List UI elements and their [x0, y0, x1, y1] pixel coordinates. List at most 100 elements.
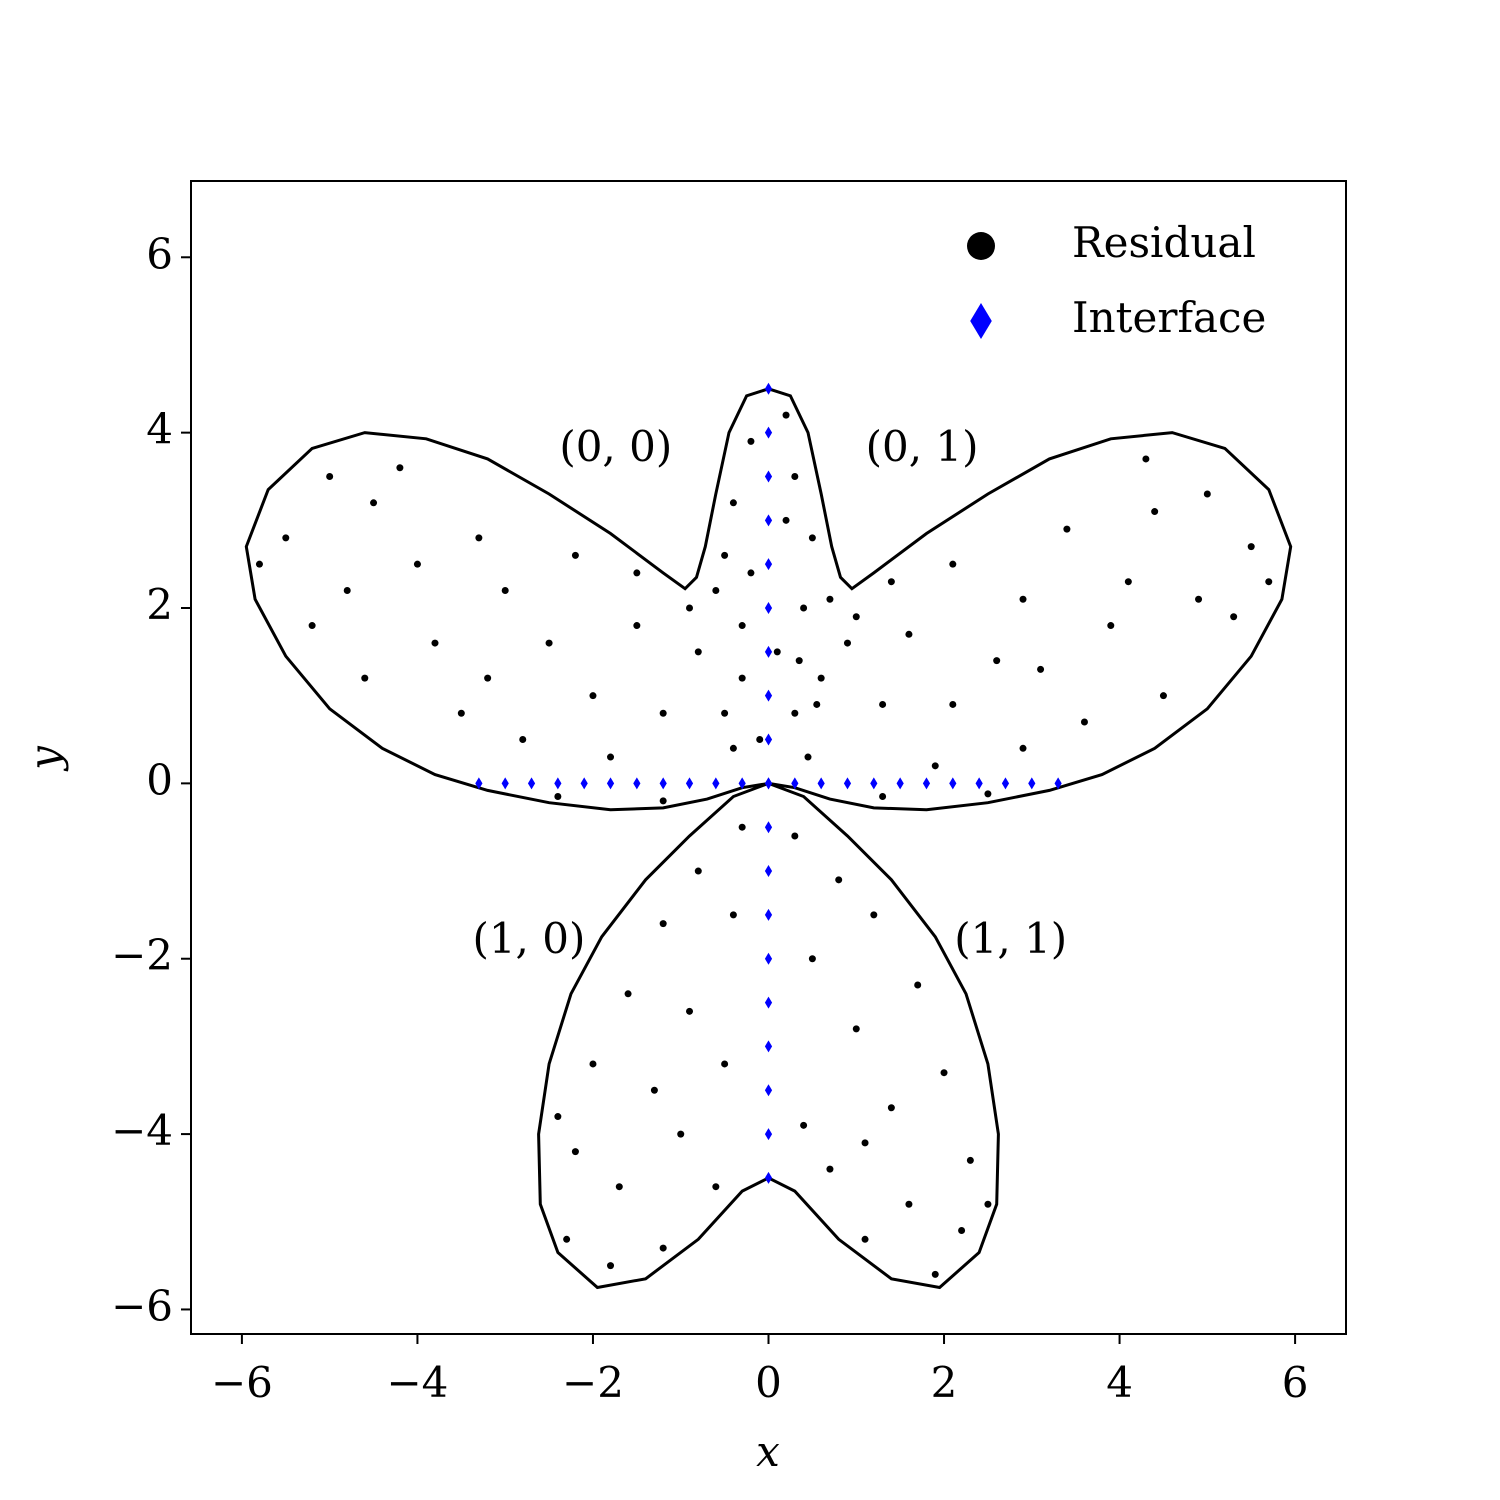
data-point — [712, 586, 720, 594]
data-point — [501, 586, 509, 594]
data-point — [431, 639, 439, 647]
legend-marker — [967, 232, 995, 260]
x-tick-label: −4 — [386, 1358, 448, 1407]
data-point — [677, 1130, 685, 1138]
data-point — [764, 382, 773, 395]
legend-label: Residual — [1072, 218, 1256, 267]
data-point — [343, 586, 351, 594]
data-point — [1230, 613, 1238, 621]
data-point — [729, 911, 737, 919]
data-point — [764, 1084, 773, 1097]
data-point — [800, 1121, 808, 1129]
data-point — [782, 516, 790, 524]
data-point — [931, 762, 939, 770]
data-point — [800, 604, 808, 612]
data-point — [808, 534, 816, 542]
data-point — [1028, 777, 1036, 790]
data-point — [554, 777, 562, 790]
data-point — [370, 499, 378, 507]
data-point — [554, 793, 562, 801]
x-tick-label: 6 — [1282, 1358, 1309, 1407]
y-tick-label: −2 — [111, 931, 173, 980]
data-point — [721, 551, 729, 559]
data-point — [764, 558, 773, 571]
data-point — [721, 709, 729, 717]
data-point — [659, 709, 667, 717]
data-point — [580, 777, 588, 790]
data-point — [1054, 777, 1062, 790]
data-point — [615, 1183, 623, 1191]
y-tick-label: 2 — [146, 580, 173, 629]
y-tick-label: 0 — [146, 755, 173, 804]
data-point — [589, 692, 597, 700]
data-point — [659, 920, 667, 928]
data-point — [308, 622, 316, 630]
data-point — [624, 990, 632, 998]
data-point — [475, 777, 483, 790]
data-point — [905, 630, 913, 638]
data-point — [589, 1060, 597, 1068]
data-point — [764, 1128, 773, 1141]
data-point — [764, 952, 773, 965]
data-point — [843, 639, 851, 647]
data-point — [571, 1148, 579, 1156]
data-point — [571, 551, 579, 559]
data-point — [764, 996, 773, 1009]
data-point — [764, 733, 773, 746]
data-point — [1107, 622, 1115, 630]
data-point — [1019, 595, 1027, 603]
legend-label: Interface — [1072, 293, 1266, 342]
data-point — [1142, 455, 1150, 463]
data-point — [852, 613, 860, 621]
data-point — [694, 867, 702, 875]
data-point — [975, 777, 983, 790]
x-tick-label: 0 — [755, 1358, 782, 1407]
data-point — [255, 560, 263, 568]
data-point — [361, 674, 369, 682]
data-point — [1124, 578, 1132, 586]
data-point — [1203, 490, 1211, 498]
data-point — [905, 1200, 913, 1208]
data-point — [686, 1007, 694, 1015]
region-annotation: (1, 0) — [472, 914, 585, 963]
data-point — [729, 499, 737, 507]
data-point — [747, 569, 755, 577]
data-point — [949, 560, 957, 568]
data-point — [659, 777, 667, 790]
y-axis-label: y — [20, 745, 69, 772]
data-point — [633, 777, 641, 790]
region-annotation: (0, 1) — [866, 422, 979, 471]
x-axis-label: x — [756, 1427, 780, 1476]
data-point — [795, 657, 803, 665]
data-point — [808, 955, 816, 963]
data-point — [607, 753, 615, 761]
data-point — [1195, 595, 1203, 603]
data-point — [527, 777, 536, 790]
data-point — [712, 1183, 720, 1191]
data-point — [1265, 578, 1273, 586]
data-point — [861, 1139, 869, 1147]
data-point — [791, 709, 799, 717]
data-point — [791, 777, 799, 790]
data-point — [914, 981, 922, 989]
y-tick-label: −6 — [111, 1281, 173, 1330]
data-point — [694, 648, 702, 656]
data-point — [931, 1270, 939, 1278]
x-tick-label: −6 — [211, 1358, 273, 1407]
data-point — [738, 823, 746, 831]
y-tick-label: −4 — [111, 1106, 173, 1155]
data-point — [1159, 692, 1167, 700]
data-point — [545, 639, 553, 647]
data-point — [764, 1171, 773, 1184]
data-point — [870, 777, 878, 790]
data-point — [764, 777, 773, 790]
data-point — [1247, 543, 1255, 551]
data-point — [1080, 718, 1088, 726]
data-point — [554, 1113, 562, 1121]
data-point — [782, 411, 790, 419]
data-point — [764, 426, 773, 439]
region-annotation: (1, 1) — [954, 914, 1067, 963]
data-point — [896, 777, 904, 790]
data-point — [949, 777, 957, 790]
